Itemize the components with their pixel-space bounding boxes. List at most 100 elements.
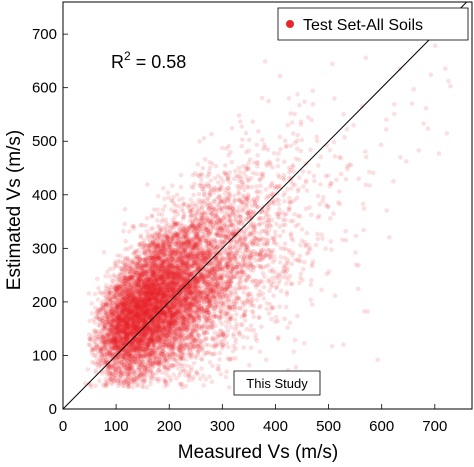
data-point	[123, 356, 128, 361]
data-point	[183, 224, 189, 230]
data-point	[190, 245, 196, 250]
data-point	[236, 190, 241, 195]
data-point	[129, 309, 135, 315]
data-point	[222, 214, 227, 220]
data-point	[194, 369, 200, 375]
data-point	[165, 276, 171, 282]
data-point	[180, 214, 186, 220]
data-point	[184, 289, 189, 294]
data-point	[119, 324, 125, 329]
data-point	[204, 258, 209, 263]
data-point	[269, 316, 274, 322]
data-point	[268, 251, 273, 257]
data-point	[191, 361, 197, 366]
data-point	[158, 249, 163, 254]
data-point	[343, 176, 349, 182]
data-point	[189, 332, 195, 337]
data-point	[448, 83, 453, 89]
data-point	[152, 322, 158, 328]
data-point	[167, 266, 172, 272]
data-point	[205, 291, 211, 297]
data-point	[151, 306, 156, 311]
data-point	[313, 242, 319, 248]
data-point	[114, 318, 120, 323]
data-point	[206, 250, 211, 255]
data-point	[315, 215, 321, 220]
data-point	[155, 306, 161, 312]
data-point	[356, 176, 362, 181]
data-point	[147, 346, 152, 351]
data-point	[115, 319, 120, 324]
data-point	[95, 309, 100, 315]
data-point	[276, 201, 282, 207]
data-point	[113, 321, 119, 327]
data-point	[199, 204, 205, 210]
data-point	[159, 251, 164, 257]
data-point	[125, 302, 130, 308]
data-point	[283, 218, 288, 223]
data-point	[113, 339, 119, 345]
data-point	[144, 302, 149, 308]
data-point	[296, 222, 301, 227]
data-point	[229, 292, 234, 297]
data-point	[323, 173, 329, 179]
data-point	[248, 323, 254, 329]
data-point	[139, 328, 144, 333]
data-point	[207, 296, 213, 302]
data-point	[236, 329, 241, 335]
data-point	[199, 306, 205, 312]
data-point	[86, 291, 92, 296]
data-point	[164, 282, 170, 287]
data-point	[281, 229, 286, 234]
data-point	[129, 297, 135, 303]
data-point	[239, 143, 244, 149]
data-point	[201, 383, 206, 388]
data-point	[132, 332, 138, 338]
data-point	[207, 160, 212, 165]
data-point	[276, 215, 282, 221]
data-point	[118, 342, 124, 348]
data-point	[134, 272, 140, 278]
data-point	[255, 153, 260, 158]
data-point	[129, 321, 135, 326]
data-point	[318, 154, 324, 160]
data-point	[116, 310, 122, 316]
data-point	[331, 139, 337, 145]
data-point	[139, 285, 145, 290]
data-point	[207, 165, 213, 170]
data-point	[136, 325, 142, 331]
data-point	[155, 193, 161, 199]
data-point	[96, 285, 101, 291]
data-point	[144, 345, 149, 350]
data-point	[166, 319, 171, 324]
data-point	[200, 166, 206, 171]
data-point	[277, 73, 283, 79]
data-point	[345, 166, 350, 172]
data-point	[356, 263, 361, 268]
data-point	[109, 278, 115, 283]
data-point	[156, 283, 162, 289]
data-point	[97, 378, 102, 384]
data-point	[310, 88, 316, 94]
data-point	[237, 285, 242, 290]
data-point	[286, 96, 292, 101]
data-point	[166, 292, 171, 298]
data-point	[238, 119, 243, 124]
data-point	[123, 313, 129, 318]
data-point	[233, 337, 239, 342]
data-point	[107, 274, 113, 279]
data-point	[130, 353, 136, 359]
data-point	[158, 246, 164, 252]
data-point	[194, 212, 200, 218]
data-point	[142, 336, 148, 342]
data-point	[159, 276, 164, 282]
data-point	[175, 247, 181, 253]
data-point	[282, 316, 288, 322]
data-point	[145, 233, 150, 239]
data-point	[145, 343, 151, 349]
data-point	[122, 335, 128, 341]
data-point	[217, 357, 222, 362]
data-point	[159, 326, 164, 332]
data-point	[316, 163, 321, 168]
data-point	[101, 326, 107, 332]
